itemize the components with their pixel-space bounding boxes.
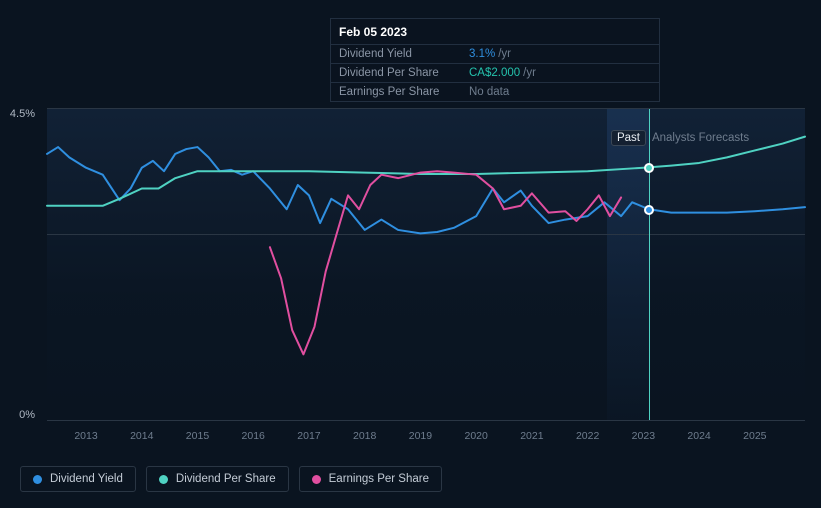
forecast-label: Analysts Forecasts <box>652 132 749 144</box>
x-axis-tick-label: 2019 <box>409 430 432 442</box>
chart-lines <box>47 109 805 420</box>
legend-item-earnings-per-share[interactable]: Earnings Per Share <box>299 466 442 492</box>
legend: Dividend Yield Dividend Per Share Earnings… <box>20 466 442 492</box>
tooltip-row-suffix: /yr <box>523 67 536 79</box>
legend-label: Dividend Per Share <box>176 473 276 485</box>
hover-crosshair-line <box>649 109 650 420</box>
tooltip-row-label: Dividend Per Share <box>339 67 469 79</box>
tooltip-row-value: 3.1% <box>469 48 495 60</box>
tooltip-row: Dividend Yield3.1%/yr <box>331 44 659 63</box>
legend-dot-icon <box>33 475 42 484</box>
hover-marker-dividend_per_share <box>644 163 654 173</box>
hover-marker-dividend_yield <box>644 205 654 215</box>
tooltip-row: Dividend Per ShareCA$2.000/yr <box>331 63 659 82</box>
tooltip-row-label: Earnings Per Share <box>339 86 469 98</box>
y-axis-label-max: 4.5% <box>10 108 35 120</box>
past-forecast-divider: Past Analysts Forecasts <box>611 132 749 144</box>
series-line-dividend_yield <box>47 147 805 233</box>
plot-area[interactable] <box>47 108 805 421</box>
legend-label: Dividend Yield <box>50 473 123 485</box>
x-axis-labels: 2013 2014 2015 2016 2017 2018 2019 2020 2021 2022… <box>47 430 805 450</box>
x-axis-tick-label: 2020 <box>464 430 487 442</box>
legend-dot-icon <box>312 475 321 484</box>
x-axis-tick-label: 2025 <box>743 430 766 442</box>
hover-tooltip: Feb 05 2023 Dividend Yield3.1%/yrDividen… <box>330 18 660 102</box>
x-axis-tick-label: 2023 <box>632 430 655 442</box>
x-axis-tick-label: 2014 <box>130 430 153 442</box>
x-axis-tick-label: 2021 <box>520 430 543 442</box>
legend-item-dividend-per-share[interactable]: Dividend Per Share <box>146 466 289 492</box>
tooltip-row-label: Dividend Yield <box>339 48 469 60</box>
x-axis-tick-label: 2022 <box>576 430 599 442</box>
past-label: Past <box>611 130 646 146</box>
tooltip-row-value: No data <box>469 86 509 98</box>
y-axis-label-min: 0% <box>19 409 35 421</box>
x-axis-tick-label: 2013 <box>74 430 97 442</box>
chart-container: 4.5% 0% PastAnalysts Forecasts 201320142… <box>20 0 805 450</box>
tooltip-row-suffix: /yr <box>498 48 511 60</box>
tooltip-date: Feb 05 2023 <box>331 19 659 44</box>
legend-dot-icon <box>159 475 168 484</box>
x-axis-tick-label: 2015 <box>186 430 209 442</box>
series-line-earnings_per_share <box>270 171 621 354</box>
x-axis-tick-label: 2018 <box>353 430 376 442</box>
x-axis-tick-label: 2016 <box>242 430 265 442</box>
tooltip-row: Earnings Per ShareNo data <box>331 82 659 101</box>
legend-item-dividend-yield[interactable]: Dividend Yield <box>20 466 136 492</box>
x-axis-tick-label: 2024 <box>687 430 710 442</box>
tooltip-row-value: CA$2.000 <box>469 67 520 79</box>
x-axis-tick-label: 2017 <box>297 430 320 442</box>
legend-label: Earnings Per Share <box>329 473 429 485</box>
